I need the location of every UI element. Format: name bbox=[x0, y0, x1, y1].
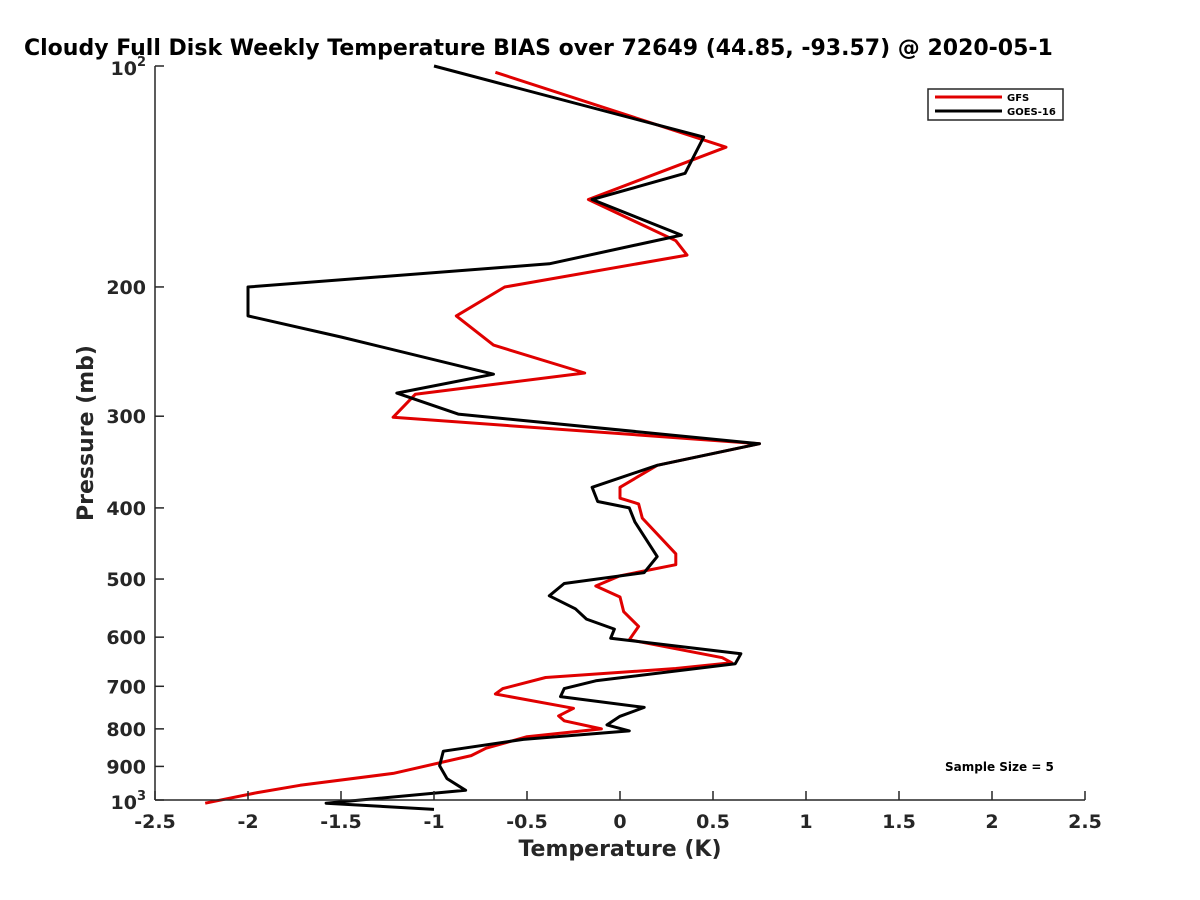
y-tick-label: 600 bbox=[106, 627, 146, 649]
legend: GFS GOES-16 bbox=[927, 88, 1064, 121]
sample-size-annotation: Sample Size = 5 bbox=[945, 760, 1054, 774]
y-tick-label: 102 bbox=[111, 55, 147, 80]
x-tick-label: 0 bbox=[613, 811, 626, 833]
legend-box bbox=[927, 88, 1064, 121]
x-tick-label: 0.5 bbox=[696, 811, 730, 833]
y-tick-label: 500 bbox=[106, 569, 146, 591]
series-line-gfs bbox=[204, 70, 761, 805]
y-tick-label: 300 bbox=[106, 406, 146, 428]
x-tick-label: 2 bbox=[985, 811, 998, 833]
series-line-goes-16 bbox=[246, 64, 761, 811]
x-tick-label: -1 bbox=[423, 811, 444, 833]
y-ticks: 102 200 300 400 500 600 700 800 900 103 bbox=[106, 55, 164, 814]
x-tick-label: 2.5 bbox=[1068, 811, 1102, 833]
y-tick-label: 700 bbox=[106, 676, 146, 698]
y-tick-label: 400 bbox=[106, 498, 146, 520]
legend-label-goes-16: GOES-16 bbox=[1007, 107, 1056, 118]
chart-title: Cloudy Full Disk Weekly Temperature BIAS… bbox=[24, 36, 1053, 61]
series-layer bbox=[204, 64, 761, 811]
y-axis-label: Pressure (mb) bbox=[74, 345, 99, 521]
x-tick-label: 1.5 bbox=[882, 811, 916, 833]
plot-area: -2.5 -2 -1.5 -1 -0.5 0 0.5 1 1.5 2 2.5 102 200 300 40… bbox=[106, 55, 1102, 833]
y-tick-label: 900 bbox=[106, 756, 146, 778]
x-tick-label: -2 bbox=[237, 811, 258, 833]
legend-entries: GFS GOES-16 bbox=[935, 93, 1056, 118]
x-tick-label: -0.5 bbox=[506, 811, 548, 833]
legend-label-gfs: GFS bbox=[1007, 93, 1029, 104]
x-tick-label: -1.5 bbox=[320, 811, 362, 833]
x-tick-label: -2.5 bbox=[134, 811, 176, 833]
y-tick-label: 103 bbox=[111, 789, 147, 814]
x-ticks: -2.5 -2 -1.5 -1 -0.5 0 0.5 1 1.5 2 2.5 bbox=[134, 791, 1102, 833]
y-tick-label: 800 bbox=[106, 719, 146, 741]
y-tick-label: 200 bbox=[106, 277, 146, 299]
x-axis-label: Temperature (K) bbox=[518, 837, 721, 862]
x-tick-label: 1 bbox=[799, 811, 812, 833]
